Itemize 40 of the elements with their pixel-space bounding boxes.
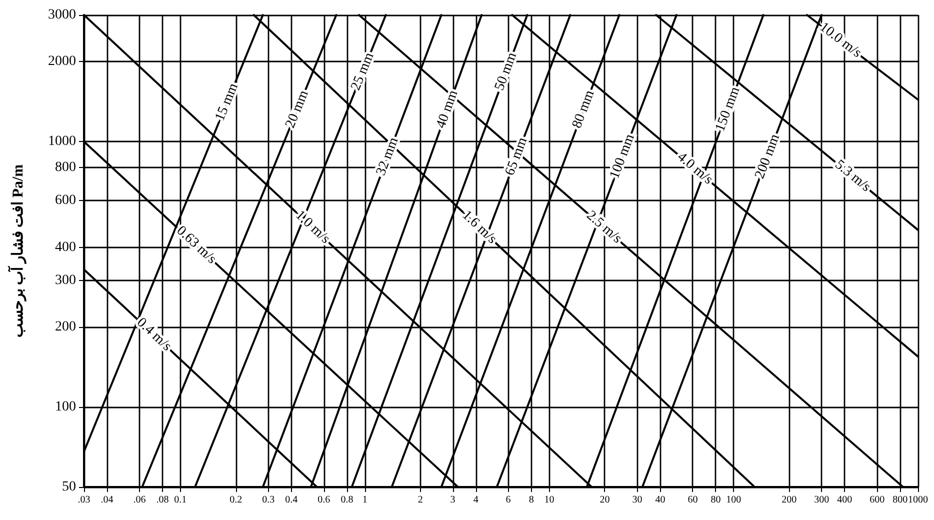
x-tick-label: 4 — [473, 494, 478, 506]
x-tick-label: 3 — [450, 494, 456, 506]
y-tick-label: 400 — [55, 240, 76, 255]
x-tick-label: 8 — [528, 494, 534, 506]
x-tick-label: .06 — [133, 494, 146, 506]
x-tick-label: 80 — [710, 494, 721, 506]
x-tick-label: 200 — [782, 494, 797, 506]
x-tick-label: .04 — [100, 494, 114, 506]
x-tick-label: 0.2 — [230, 494, 242, 506]
y-tick-label: 2000 — [48, 54, 76, 70]
x-tick-label: 20 — [600, 494, 610, 506]
x-tick-label: 1 — [362, 494, 368, 506]
y-axis-title: افت فشار آب برحسب Pa/m — [8, 164, 26, 338]
x-tick-label: 10 — [544, 494, 554, 506]
y-tick-label: 1000 — [48, 134, 76, 150]
x-tick-label: 400 — [837, 494, 852, 506]
y-tick-label: 50 — [62, 480, 76, 494]
x-tick-label: 0.3 — [262, 494, 275, 506]
x-tick-label: 600 — [870, 494, 885, 506]
x-tick-label: 100 — [726, 494, 742, 506]
x-tick-label: 0.4 — [285, 494, 298, 506]
x-tick-label: 800 — [892, 494, 908, 506]
x-tick-label: 0.6 — [318, 494, 330, 506]
x-tick-label: 60 — [688, 494, 698, 506]
x-tick-label: 1000 — [908, 494, 928, 506]
x-tick-label: 40 — [655, 494, 666, 506]
x-tick-label: .03 — [78, 494, 90, 506]
y-tick-label: 300 — [55, 272, 76, 288]
y-tick-label: 3000 — [48, 8, 76, 22]
x-tick-label: 300 — [814, 494, 830, 506]
y-tick-label: 100 — [55, 400, 76, 415]
x-tick-label: 2 — [418, 494, 423, 506]
x-tick-label: 6 — [506, 494, 511, 506]
y-tick-label: 600 — [55, 193, 76, 208]
x-tick-label: 30 — [632, 494, 642, 506]
x-tick-label: .08 — [156, 494, 169, 506]
y-tick-label: 200 — [55, 320, 76, 335]
y-tick-label: 800 — [55, 160, 76, 175]
x-tick-label: 0.1 — [174, 494, 187, 506]
x-tick-label: 0.8 — [340, 494, 354, 506]
